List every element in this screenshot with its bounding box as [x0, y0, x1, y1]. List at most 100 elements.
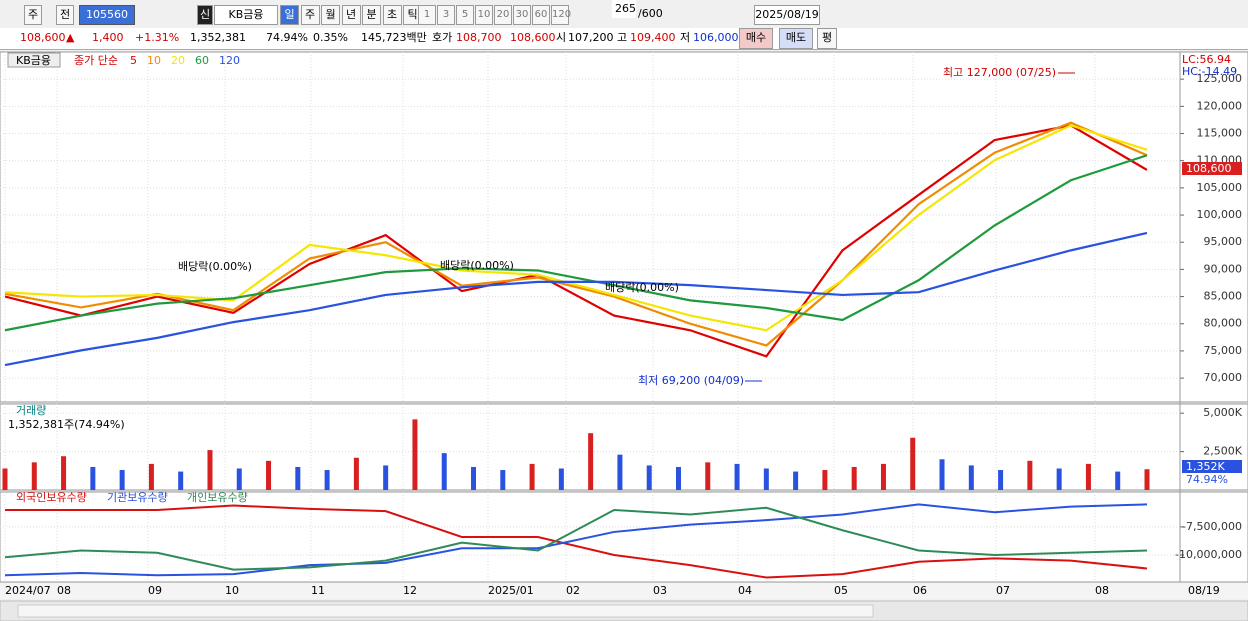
quote-price: 108,600 — [20, 31, 66, 44]
interval-button[interactable]: 60 — [532, 5, 550, 25]
annotation: 배당락(0.00%) — [178, 260, 252, 273]
series-line — [4, 124, 1148, 332]
quote-low: 106,000 — [693, 31, 739, 44]
last-price: 108,600 — [1186, 162, 1232, 175]
stock-name[interactable]: KB금융 — [214, 5, 278, 25]
x-tick-label: 06 — [913, 584, 927, 597]
x-tick-label: 04 — [738, 584, 752, 597]
ma-label: 종가 단순 — [74, 54, 118, 67]
interval-button[interactable]: 120 — [551, 5, 571, 25]
series-line — [4, 154, 1148, 332]
y-tick-label: 75,000 — [1204, 344, 1243, 357]
last-ratio: 74.94% — [1186, 473, 1228, 486]
chart: 70,000 75,000 80,000 85,000 90,000 95,000 100,… — [0, 51, 1248, 621]
sell-button[interactable]: 매도 — [779, 28, 813, 49]
quote-ask: 108,700 — [456, 31, 502, 44]
count: 265 — [612, 0, 636, 18]
title-box — [7, 52, 61, 68]
x-tick-label: 07 — [996, 584, 1010, 597]
period-button[interactable]: 주 — [300, 5, 320, 25]
legend-item: 5 — [130, 54, 137, 67]
quote-amount: 145,723백만 — [361, 31, 427, 44]
quote-open-label: 시 — [556, 31, 567, 44]
x-tick-label: 02 — [566, 584, 580, 597]
toolbar: 주 전 105560 신 KB금융 일 주 월 년 분 초 틱 1 3 5 10 20 30 60 120 265/60… — [0, 0, 1248, 29]
interval-button[interactable]: 3 — [437, 5, 455, 25]
volume-bar — [1115, 471, 1121, 490]
period-button[interactable]: 월 — [321, 5, 340, 25]
legend-item: 개인보유수량 — [187, 491, 248, 504]
tab[interactable]: 주 — [24, 5, 42, 25]
legend-item: 120 — [219, 54, 240, 67]
period-button[interactable]: 초 — [382, 5, 402, 25]
series-line — [5, 504, 1148, 579]
badge[interactable]: 신 — [197, 5, 213, 25]
x-tick-label: 10 — [225, 584, 239, 597]
volume-bar — [266, 460, 272, 490]
interval-button[interactable]: 1 — [418, 5, 436, 25]
volume-bar — [500, 470, 506, 490]
x-tick-label: 05 — [834, 584, 848, 597]
volume-bar — [880, 463, 886, 490]
legend-item: 60 — [195, 54, 209, 67]
quote-open: 107,200 — [568, 31, 614, 44]
quote-bar: 108,600 ▲ 1,400 +1.31% 1,352,381 74.94% 0.35% 1… — [0, 28, 1248, 50]
quote-rate: +1.31% — [135, 31, 180, 44]
y-tick-label: 125,000 — [1197, 72, 1243, 85]
period-button[interactable]: 년 — [341, 5, 361, 25]
date[interactable]: 2025/08/19 — [754, 5, 820, 25]
volume-bar — [1144, 469, 1150, 490]
y-tick-label: 80,000 — [1204, 317, 1243, 330]
quote-change: 1,400 — [92, 31, 124, 44]
volume-bar — [910, 437, 916, 490]
interval-button[interactable]: 10 — [475, 5, 493, 25]
quote-volume: 1,352,381 — [190, 31, 246, 44]
panel — [0, 491, 1248, 583]
volume-bar — [617, 454, 623, 490]
volume-bar — [441, 453, 447, 490]
y-tick-label: 105,000 — [1197, 181, 1243, 194]
volume-bar — [998, 470, 1004, 490]
volume-bar — [588, 433, 594, 490]
period-button[interactable]: 일 — [280, 5, 299, 25]
tab[interactable]: 전 — [56, 5, 74, 25]
quote-high-label: 고 — [617, 31, 628, 44]
volume-bar — [734, 463, 740, 490]
eval-button[interactable]: 평 — [817, 28, 837, 49]
volume-bar — [236, 468, 242, 490]
annotation: 배당락(0.00%) — [605, 281, 679, 294]
volume-info: 1,352,381주(74.94%) — [8, 418, 125, 431]
volume-bar — [939, 459, 945, 490]
series-line — [4, 231, 1148, 367]
interval-button[interactable]: 20 — [494, 5, 512, 25]
series-line — [4, 124, 1148, 358]
y-tick-label: 2,500K — [1203, 445, 1242, 458]
volume-bar — [2, 468, 8, 490]
volume-bar — [119, 470, 125, 490]
volume-bar — [1085, 463, 1091, 490]
y-tick-label: 70,000 — [1204, 371, 1243, 384]
x-tick-label: 08 — [1095, 584, 1109, 597]
volume-bar — [793, 471, 799, 490]
current-date: 08/19 — [1188, 584, 1220, 597]
volume-bar — [31, 462, 37, 490]
annotation: 배당락(0.00%) — [440, 259, 514, 272]
panel — [0, 51, 1248, 403]
y-tick-label: 85,000 — [1204, 290, 1243, 303]
y-tick-label: -10,000,000 — [1175, 548, 1242, 561]
code-input[interactable]: 105560 — [79, 5, 135, 25]
period-button[interactable]: 분 — [362, 5, 381, 25]
interval-button[interactable]: 5 — [456, 5, 474, 25]
y-tick-label: 115,000 — [1197, 127, 1243, 140]
volume-bar — [851, 466, 857, 490]
count-max: /600 — [638, 7, 663, 20]
interval-button[interactable]: 30 — [513, 5, 531, 25]
volume-bar — [207, 450, 213, 490]
series-line — [4, 503, 1148, 577]
y-tick-label: 5,000K — [1203, 406, 1242, 419]
legend-item: 기관보유수량 — [107, 491, 168, 504]
buy-button[interactable]: 매수 — [739, 28, 773, 49]
quote-vol-ratio: 74.94% — [266, 31, 308, 44]
y-tick-label: 95,000 — [1204, 235, 1243, 248]
volume-bar — [646, 465, 652, 490]
